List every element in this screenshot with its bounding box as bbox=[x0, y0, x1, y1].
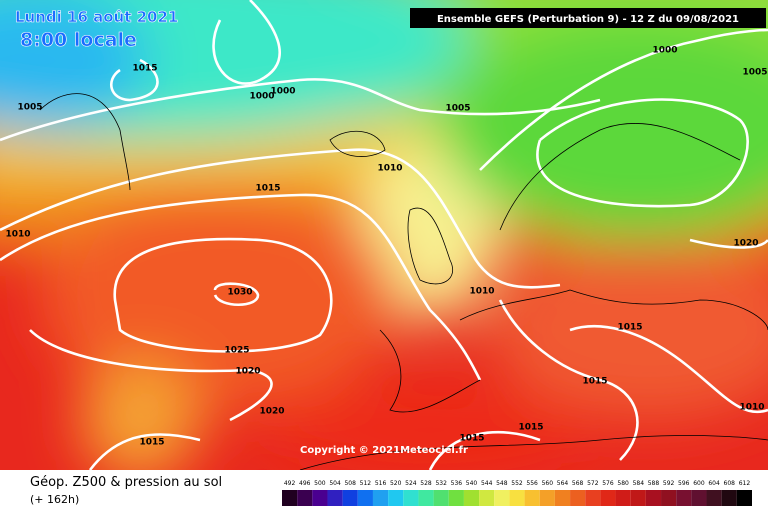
colorbar-label: 548 bbox=[496, 480, 508, 487]
colorbar-swatch bbox=[327, 490, 343, 506]
colorbar-swatch bbox=[448, 490, 464, 506]
colorbar-label: 596 bbox=[678, 480, 690, 487]
isobar-label: 1020 bbox=[235, 367, 260, 377]
colorbar-label: 600 bbox=[693, 480, 705, 487]
colorbar-swatch bbox=[645, 490, 662, 506]
colorbar-label: 560 bbox=[542, 480, 554, 487]
isobar-label: 1010 bbox=[469, 287, 494, 297]
colorbar-swatch bbox=[570, 490, 586, 506]
isobar-label: 1010 bbox=[5, 230, 30, 240]
isobar-label: 1015 bbox=[132, 64, 157, 74]
isobar-label: 1000 bbox=[270, 87, 295, 97]
colorbar-swatch bbox=[433, 490, 449, 506]
colorbar-label: 524 bbox=[405, 480, 417, 487]
colorbar-swatch bbox=[479, 490, 495, 506]
colorbar-label: 568 bbox=[572, 480, 584, 487]
colorbar-label: 572 bbox=[587, 480, 599, 487]
colorbar-label: 540 bbox=[466, 480, 478, 487]
colorbar-swatch bbox=[600, 490, 616, 506]
colorbar-swatch bbox=[691, 490, 707, 506]
colorbar-label: 588 bbox=[648, 480, 660, 487]
colorbar-swatch bbox=[554, 490, 571, 506]
isobar-label: 1020 bbox=[733, 239, 758, 249]
isobars bbox=[0, 0, 768, 470]
isobar-label: 1005 bbox=[445, 104, 470, 114]
colorbar-label: 612 bbox=[739, 480, 751, 487]
colorbar-label: 556 bbox=[526, 480, 538, 487]
colorbar-swatch bbox=[342, 490, 358, 506]
isobar-label: 1010 bbox=[377, 164, 402, 174]
forecast-date: Lundi 16 août 2021 bbox=[15, 8, 178, 26]
colorbar-swatch bbox=[372, 490, 389, 506]
isobar-label: 1015 bbox=[139, 438, 164, 448]
colorbar-swatch bbox=[721, 490, 737, 506]
isobar-label: 1015 bbox=[617, 323, 642, 333]
colorbar-label: 516 bbox=[375, 480, 387, 487]
colorbar-swatch bbox=[357, 490, 373, 506]
isobar-label: 1000 bbox=[249, 92, 274, 102]
colorbar-label: 508 bbox=[344, 480, 356, 487]
colorbar-label: 604 bbox=[708, 480, 720, 487]
colorbar-swatch bbox=[282, 490, 298, 506]
colorbar-label: 576 bbox=[602, 480, 614, 487]
colorbar-label: 564 bbox=[557, 480, 569, 487]
colorbar-label: 520 bbox=[390, 480, 402, 487]
isobar-label: 1015 bbox=[459, 434, 484, 444]
colorbar-label: 592 bbox=[663, 480, 675, 487]
colorbar-label: 528 bbox=[420, 480, 432, 487]
colorbar-label: 500 bbox=[314, 480, 326, 487]
colorbar-label: 608 bbox=[724, 480, 736, 487]
isobar-label: 1030 bbox=[227, 288, 252, 298]
colorbar-label: 544 bbox=[481, 480, 493, 487]
isobar-labels: 1015100510001000100510001005101010151010… bbox=[5, 46, 767, 448]
colorbar: 492 496 500 504 508 512 516 520 524 528 532 536 540 5… bbox=[282, 480, 752, 506]
isobar-label: 1025 bbox=[224, 346, 249, 356]
forecast-time: 8:00 locale bbox=[20, 29, 137, 51]
colorbar-swatch bbox=[661, 490, 677, 506]
colorbar-swatch bbox=[494, 490, 510, 506]
colorbar-label: 584 bbox=[633, 480, 645, 487]
colorbar-swatch bbox=[736, 490, 752, 506]
colorbar-swatch bbox=[312, 490, 328, 506]
colorbar-swatch bbox=[403, 490, 419, 506]
colorbar-swatch bbox=[418, 490, 434, 506]
colorbar-label: 496 bbox=[299, 480, 311, 487]
colorbar-swatch bbox=[539, 490, 555, 506]
isobar-label: 1000 bbox=[652, 46, 677, 56]
colorbar-swatch bbox=[676, 490, 692, 506]
run-banner bbox=[410, 8, 766, 28]
colorbar-swatch bbox=[630, 490, 646, 506]
colorbar-label: 492 bbox=[284, 480, 296, 487]
colorbar-swatch bbox=[297, 490, 313, 506]
colorbar-label: 504 bbox=[329, 480, 341, 487]
colorbar-swatch bbox=[615, 490, 631, 506]
colorbar-label: 580 bbox=[617, 480, 629, 487]
isobar-label: 1005 bbox=[17, 103, 42, 113]
colorbar-swatch bbox=[463, 490, 480, 506]
colorbar-label: 536 bbox=[451, 480, 463, 487]
isobar-label: 1015 bbox=[582, 377, 607, 387]
run-info: Ensemble GEFS (Perturbation 9) - 12 Z du… bbox=[437, 14, 739, 25]
colorbar-label: 552 bbox=[511, 480, 523, 487]
coastlines bbox=[39, 93, 768, 470]
colorbar-swatch bbox=[585, 490, 601, 506]
isobar-label: 1005 bbox=[742, 68, 767, 78]
footer-title: Géop. Z500 & pression au sol bbox=[30, 475, 222, 490]
isobar-label: 1020 bbox=[259, 407, 284, 417]
colorbar-label: 532 bbox=[435, 480, 447, 487]
isobar-label: 1010 bbox=[739, 403, 764, 413]
isobar-label: 1015 bbox=[255, 184, 280, 194]
copyright: Copyright © 2021Meteociel.fr bbox=[300, 445, 468, 456]
footer-subtitle: (+ 162h) bbox=[30, 493, 79, 506]
colorbar-label: 512 bbox=[360, 480, 372, 487]
isobar-label: 1015 bbox=[518, 423, 543, 433]
colorbar-swatch bbox=[706, 490, 722, 506]
colorbar-swatch bbox=[509, 490, 525, 506]
map bbox=[0, 0, 768, 470]
colorbar-swatch bbox=[524, 490, 540, 506]
colorbar-swatch bbox=[388, 490, 404, 506]
